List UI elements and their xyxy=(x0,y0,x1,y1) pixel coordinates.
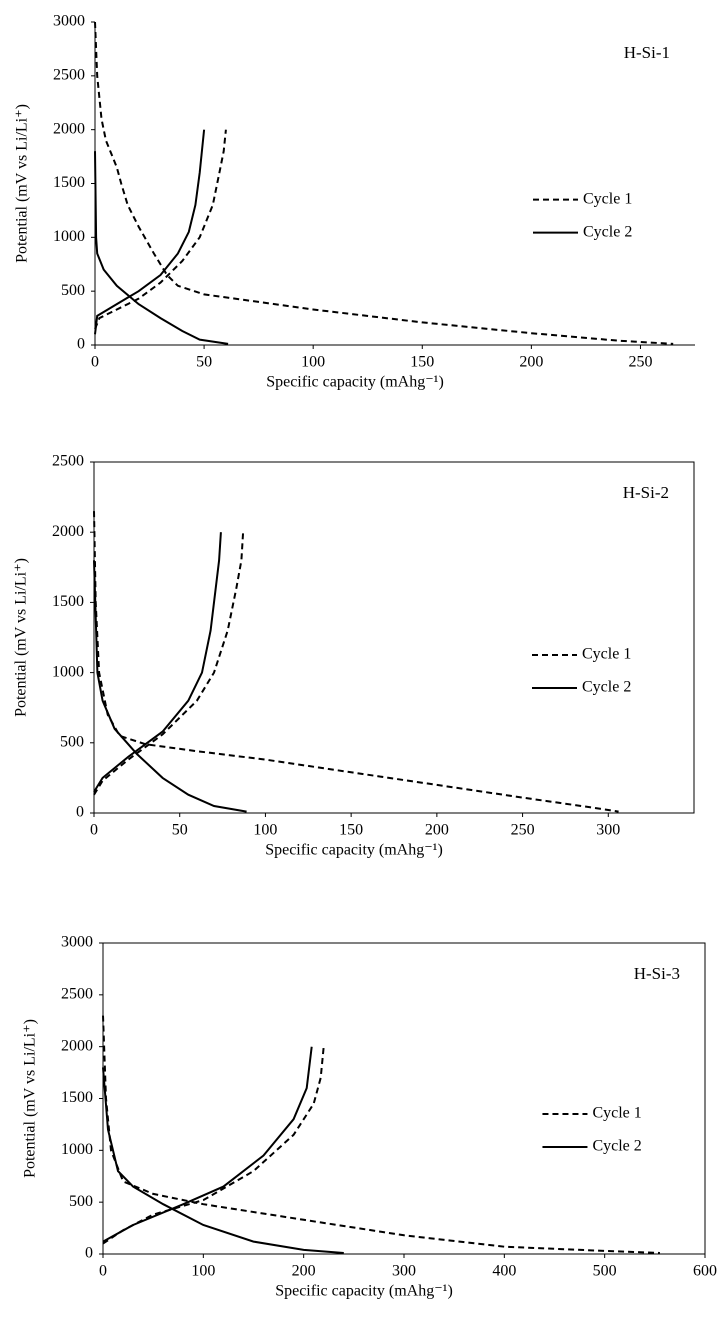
y-axis-label: Potential (mV vs Li/Li⁺) xyxy=(13,558,30,717)
series-line xyxy=(93,532,247,813)
annotation: H-Si-1 xyxy=(624,43,670,62)
legend-label: Cycle 2 xyxy=(583,223,632,240)
x-tick-label: 0 xyxy=(91,354,99,371)
y-tick-label: 1000 xyxy=(53,228,85,245)
x-tick-label: 50 xyxy=(196,354,212,371)
x-tick-label: 150 xyxy=(339,822,363,839)
x-axis-label: Specific capacity (mAhg⁻¹) xyxy=(275,1283,453,1300)
y-tick-label: 500 xyxy=(61,282,85,299)
plot-frame xyxy=(102,942,706,1255)
y-tick-label: 1500 xyxy=(52,593,84,610)
series-line xyxy=(94,129,229,345)
legend-label: Cycle 1 xyxy=(583,190,632,207)
x-tick-label: 500 xyxy=(593,1263,617,1280)
annotation: H-Si-3 xyxy=(634,964,680,983)
x-tick-label: 50 xyxy=(172,822,188,839)
y-tick-label: 500 xyxy=(69,1193,93,1210)
y-tick-label: 3000 xyxy=(61,934,93,951)
x-axis-label: Specific capacity (mAhg⁻¹) xyxy=(266,374,444,391)
x-tick-label: 200 xyxy=(425,822,449,839)
y-axis-label: Potential (mV vs Li/Li⁺) xyxy=(14,104,31,263)
x-tick-label: 250 xyxy=(628,354,652,371)
chart-panel: 0 500 1000 1500 2000 2500 3000 0 50 100 150 200 250 S… xyxy=(14,13,695,391)
plot-frame xyxy=(93,461,695,814)
x-tick-label: 100 xyxy=(191,1263,215,1280)
y-tick-label: 1000 xyxy=(61,1141,93,1158)
y-axis-label: Potential (mV vs Li/Li⁺) xyxy=(22,1019,39,1178)
y-tick-label: 2500 xyxy=(52,453,84,470)
y-tick-label: 500 xyxy=(60,733,84,750)
y-tick-label: 1000 xyxy=(52,663,84,680)
legend-label: Cycle 2 xyxy=(582,679,631,696)
x-tick-label: 0 xyxy=(99,1263,107,1280)
x-tick-label: 100 xyxy=(301,354,325,371)
x-tick-label: 600 xyxy=(693,1263,717,1280)
y-tick-label: 2500 xyxy=(53,67,85,84)
x-tick-label: 100 xyxy=(253,822,277,839)
annotation: H-Si-2 xyxy=(623,483,669,502)
y-tick-label: 0 xyxy=(77,336,85,353)
x-tick-label: 200 xyxy=(292,1263,316,1280)
chart-panel: 0 500 1000 1500 2000 2500 3000 0 100 200 300 400 500… xyxy=(22,934,717,1300)
x-axis-label: Specific capacity (mAhg⁻¹) xyxy=(265,842,443,859)
y-tick-label: 2000 xyxy=(61,1037,93,1054)
y-tick-label: 0 xyxy=(85,1245,93,1262)
legend-label: Cycle 2 xyxy=(592,1138,641,1155)
legend-label: Cycle 1 xyxy=(592,1105,641,1122)
x-tick-label: 200 xyxy=(519,354,543,371)
series-line xyxy=(102,1046,344,1254)
legend-label: Cycle 1 xyxy=(582,646,631,663)
y-tick-label: 0 xyxy=(76,804,84,821)
x-tick-label: 400 xyxy=(492,1263,516,1280)
chart-panel: 0 500 1000 1500 2000 2500 0 50 100 150 200 250 300 Sp… xyxy=(13,453,695,859)
x-tick-label: 300 xyxy=(596,822,620,839)
y-tick-label: 1500 xyxy=(61,1089,93,1106)
x-tick-label: 150 xyxy=(410,354,434,371)
y-tick-label: 2000 xyxy=(52,523,84,540)
x-tick-label: 300 xyxy=(392,1263,416,1280)
y-tick-label: 2500 xyxy=(61,986,93,1003)
y-tick-label: 1500 xyxy=(53,174,85,191)
y-tick-label: 3000 xyxy=(53,13,85,30)
series-line xyxy=(94,21,674,345)
y-tick-label: 2000 xyxy=(53,120,85,137)
x-tick-label: 250 xyxy=(511,822,535,839)
series-line xyxy=(93,511,619,813)
x-tick-label: 0 xyxy=(90,822,98,839)
